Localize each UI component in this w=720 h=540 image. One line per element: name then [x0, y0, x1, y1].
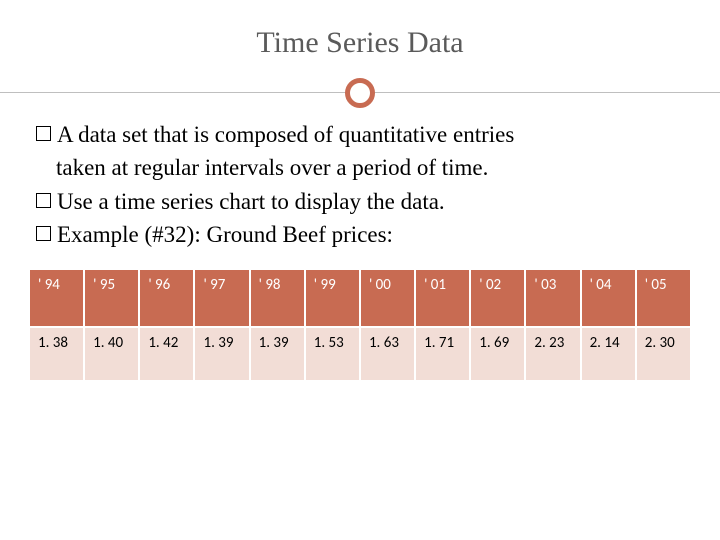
table-header-cell: ' 03 — [525, 269, 580, 327]
divider-wrap — [0, 74, 720, 114]
table-cell: 1. 40 — [84, 327, 139, 381]
table-cell: 2. 30 — [636, 327, 691, 381]
bullet-text: Use a time series chart to display the d… — [57, 187, 445, 216]
title-area: Time Series Data — [0, 0, 720, 60]
table-header-cell: ' 05 — [636, 269, 691, 327]
table-header-cell: ' 01 — [415, 269, 470, 327]
table-header-cell: ' 98 — [250, 269, 305, 327]
table-header-cell: ' 97 — [194, 269, 249, 327]
table-cell: 1. 38 — [29, 327, 84, 381]
table-header-cell: ' 95 — [84, 269, 139, 327]
table-cell: 1. 53 — [305, 327, 360, 381]
table-cell: 2. 14 — [581, 327, 636, 381]
table-header-cell: ' 00 — [360, 269, 415, 327]
table-header-row: ' 94 ' 95 ' 96 ' 97 ' 98 ' 99 ' 00 ' 01 … — [29, 269, 691, 327]
table-cell: 1. 42 — [139, 327, 194, 381]
table-cell: 1. 71 — [415, 327, 470, 381]
table-cell: 1. 39 — [250, 327, 305, 381]
bullet-text: Example (#32): Ground Beef prices: — [57, 220, 393, 249]
table-header-cell: ' 04 — [581, 269, 636, 327]
table-header-cell: ' 99 — [305, 269, 360, 327]
bullet-item: A data set that is composed of quantitat… — [36, 120, 684, 149]
slide: Time Series Data A data set that is comp… — [0, 0, 720, 540]
bullet-item: Use a time series chart to display the d… — [36, 187, 684, 216]
bullet-text: A data set that is composed of quantitat… — [57, 120, 514, 149]
checkbox-bullet-icon — [36, 126, 51, 141]
table-header-cell: ' 94 — [29, 269, 84, 327]
table-cell: 1. 69 — [470, 327, 525, 381]
body-content: A data set that is composed of quantitat… — [0, 114, 720, 250]
table-cell: 2. 23 — [525, 327, 580, 381]
table-cell: 1. 39 — [194, 327, 249, 381]
data-table: ' 94 ' 95 ' 96 ' 97 ' 98 ' 99 ' 00 ' 01 … — [28, 268, 692, 382]
table-row: 1. 38 1. 40 1. 42 1. 39 1. 39 1. 53 1. 6… — [29, 327, 691, 381]
bullet-continuation: taken at regular intervals over a period… — [56, 153, 684, 182]
slide-title: Time Series Data — [0, 26, 720, 60]
table-header-cell: ' 96 — [139, 269, 194, 327]
table-cell: 1. 63 — [360, 327, 415, 381]
bullet-item: Example (#32): Ground Beef prices: — [36, 220, 684, 249]
table-header-cell: ' 02 — [470, 269, 525, 327]
circle-accent-icon — [345, 78, 375, 108]
checkbox-bullet-icon — [36, 193, 51, 208]
checkbox-bullet-icon — [36, 226, 51, 241]
